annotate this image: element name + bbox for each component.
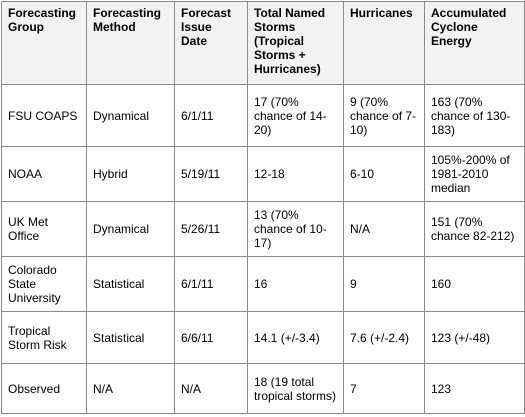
table-row: Observed N/A N/A 18 (19 total tropical s… — [1, 363, 525, 414]
header-accumulated-cyclone-energy: Accumulated Cyclone Energy — [424, 1, 525, 85]
cell-issue-date: 6/1/11 — [174, 84, 248, 147]
header-forecasting-method: Forecasting Method — [86, 1, 175, 85]
header-hurricanes: Hurricanes — [343, 1, 425, 85]
cell-named-storms: 18 (19 total tropical storms) — [247, 363, 344, 414]
cell-hurricanes: 9 — [343, 256, 425, 312]
cell-ace: 160 — [424, 256, 525, 312]
cell-named-storms: 12-18 — [247, 146, 344, 202]
cell-issue-date: 6/6/11 — [174, 311, 248, 364]
cell-hurricanes: 7.6 (+/-2.4) — [343, 311, 425, 364]
cell-hurricanes: N/A — [343, 201, 425, 257]
header-total-named-storms: Total Named Storms (Tropical Storms + Hu… — [247, 1, 344, 85]
cell-issue-date: 5/19/11 — [174, 146, 248, 202]
cell-ace: 123 — [424, 363, 525, 414]
cell-issue-date: N/A — [174, 363, 248, 414]
header-forecast-issue-date: Forecast Issue Date — [174, 1, 248, 85]
cell-issue-date: 6/1/11 — [174, 256, 248, 312]
table-row: Tropical Storm Risk Statistical 6/6/11 1… — [1, 311, 525, 364]
table-row: Colorado State University Statistical 6/… — [1, 256, 525, 312]
cell-ace: 105%-200% of 1981-2010 median — [424, 146, 525, 202]
cell-ace: 123 (+/-48) — [424, 311, 525, 364]
cell-issue-date: 5/26/11 — [174, 201, 248, 257]
cell-method: Statistical — [86, 311, 175, 364]
cell-ace: 163 (70% chance of 130-183) — [424, 84, 525, 147]
cell-ace: 151 (70% chance 82-212) — [424, 201, 525, 257]
cell-named-storms: 16 — [247, 256, 344, 312]
cell-group: Tropical Storm Risk — [1, 311, 87, 364]
cell-method: N/A — [86, 363, 175, 414]
cell-method: Dynamical — [86, 84, 175, 147]
cell-hurricanes: 6-10 — [343, 146, 425, 202]
cell-hurricanes: 9 (70% chance of 7-10) — [343, 84, 425, 147]
table-header-row: Forecasting Group Forecasting Method For… — [1, 1, 525, 85]
cell-group: FSU COAPS — [1, 84, 87, 147]
table-row: UK Met Office Dynamical 5/26/11 13 (70% … — [1, 201, 525, 257]
cell-method: Hybrid — [86, 146, 175, 202]
cell-group: UK Met Office — [1, 201, 87, 257]
table-row: NOAA Hybrid 5/19/11 12-18 6-10 105%-200%… — [1, 146, 525, 202]
cell-group: Observed — [1, 363, 87, 414]
cell-group: NOAA — [1, 146, 87, 202]
cell-named-storms: 17 (70% chance of 14-20) — [247, 84, 344, 147]
table-row: FSU COAPS Dynamical 6/1/11 17 (70% chanc… — [1, 84, 525, 147]
cell-method: Statistical — [86, 256, 175, 312]
cell-group: Colorado State University — [1, 256, 87, 312]
header-forecasting-group: Forecasting Group — [1, 1, 87, 85]
cell-method: Dynamical — [86, 201, 175, 257]
cell-named-storms: 14.1 (+/-3.4) — [247, 311, 344, 364]
cell-named-storms: 13 (70% chance of 10-17) — [247, 201, 344, 257]
cell-hurricanes: 7 — [343, 363, 425, 414]
